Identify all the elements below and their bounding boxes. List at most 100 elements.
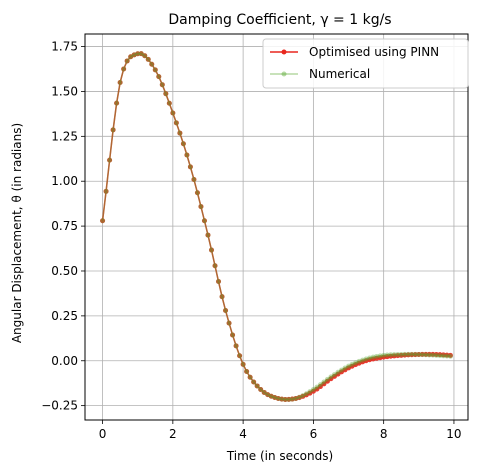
data-point [433,351,439,357]
series-line [101,52,451,401]
data-point [180,141,186,147]
x-tick-label: 6 [310,427,318,441]
data-point [370,354,376,360]
data-point [156,74,162,80]
data-point [328,374,334,380]
data-point [216,279,222,285]
data-point [377,353,383,359]
data-point [145,56,151,62]
data-point [184,152,190,158]
data-point [124,58,130,64]
y-tick-label: 1.75 [51,40,78,54]
data-point [430,351,436,357]
data-point [272,394,278,400]
data-point [409,351,415,357]
legend-item-numerical: Numerical [270,67,370,81]
data-point [124,58,130,64]
data-point [177,130,183,136]
data-point [114,100,120,106]
data-point [261,389,267,395]
data-point [447,353,453,359]
data-point [412,352,418,358]
data-point [131,52,137,58]
data-point [237,353,243,359]
data-point [233,343,239,349]
data-point [395,352,401,358]
data-point [237,353,243,359]
y-tick-label: −0.25 [41,399,78,413]
data-point [121,66,127,72]
grid-lines [85,34,468,420]
data-point [117,79,123,85]
x-tick-label: 4 [239,427,247,441]
legend: Optimised using PINN Numerical [262,38,469,89]
data-point [244,368,250,374]
data-point [317,382,323,388]
data-point [201,218,207,224]
data-point [346,363,352,369]
data-point [152,67,158,73]
data-point [254,383,260,389]
data-point [184,152,190,158]
data-point [187,164,193,170]
data-point [216,279,222,285]
data-point [335,369,341,375]
data-point [219,294,225,300]
data-point [230,332,236,338]
x-tick-label: 10 [446,427,461,441]
data-point [142,53,148,59]
data-point [247,374,253,380]
data-point [310,386,316,392]
data-point [240,361,246,367]
chart-title: Damping Coefficient, γ = 1 kg/s [168,12,391,28]
legend-swatch-marker [281,71,287,77]
data-point [367,355,373,361]
data-point [240,361,246,367]
plot-frame [84,33,469,421]
data-point [381,352,387,358]
data-point [384,352,390,358]
data-point [170,110,176,116]
data-point [163,91,169,97]
data-point [328,376,334,382]
data-point [423,351,429,357]
data-point [398,351,404,357]
data-point [233,343,239,349]
data-point [286,397,292,403]
series-line [101,52,451,401]
data-point [107,157,113,163]
data-point [409,352,415,358]
data-point [163,91,169,97]
data-point [388,352,394,358]
data-point [251,379,257,385]
data-point [275,395,281,401]
data-point [117,79,123,85]
data-point [156,74,162,80]
y-tick-label: 0.25 [51,309,78,323]
data-point [170,110,176,116]
data-point [374,353,380,359]
data-point [405,352,411,358]
data-point [180,141,186,147]
data-point [279,396,285,402]
data-point [100,218,106,224]
data-point [447,352,453,358]
data-point [426,352,432,358]
data-point [244,368,250,374]
data-point [173,120,179,126]
data-point [135,51,141,57]
data-point [314,384,320,390]
data-point [138,51,144,57]
data-point [307,389,313,395]
data-point [110,127,116,133]
data-point [437,353,443,359]
data-point [247,374,253,380]
data-point [282,396,288,402]
data-point [321,381,327,387]
y-axis-label: Angular Displacement, θ (in radians) [10,123,24,343]
data-point [149,61,155,67]
data-point [419,352,425,358]
data-point [356,358,362,364]
series-pinn [100,51,453,402]
